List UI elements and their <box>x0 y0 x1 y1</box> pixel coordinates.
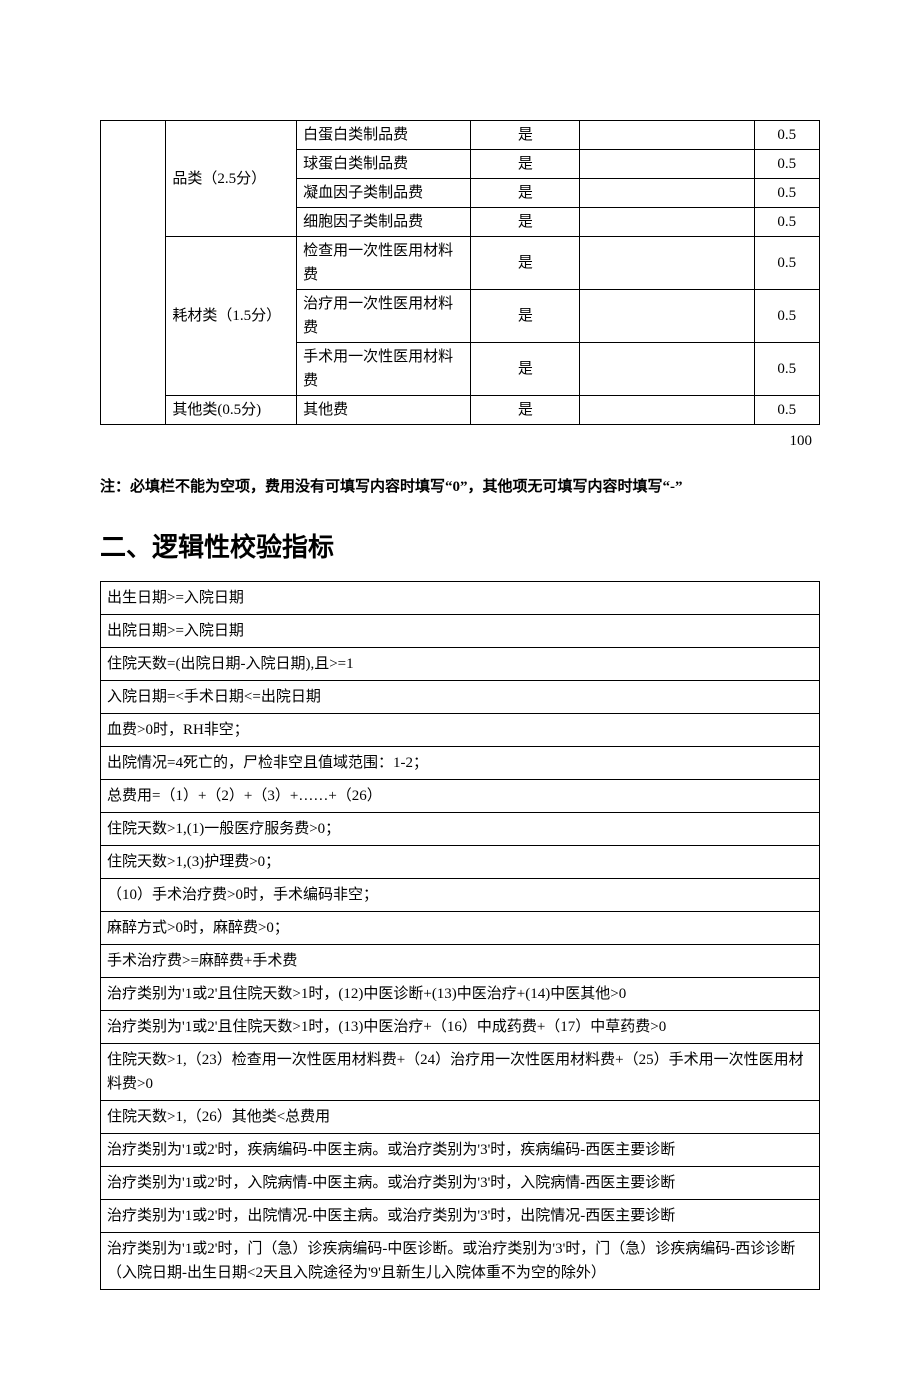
table-row: 血费>0时，RH非空； <box>101 713 820 746</box>
blank-cell <box>580 290 754 343</box>
rule-cell: 血费>0时，RH非空； <box>101 713 820 746</box>
total-score: 100 <box>100 425 820 463</box>
rule-cell: 治疗类别为'1或2'时，入院病情-中医主病。或治疗类别为'3'时，入院病情-西医… <box>101 1166 820 1199</box>
table-row: 治疗类别为'1或2'时，门（急）诊疾病编码-中医诊断。或治疗类别为'3'时，门（… <box>101 1232 820 1289</box>
required-cell: 是 <box>471 396 580 425</box>
score-cell: 0.5 <box>754 237 819 290</box>
table-row: 住院天数=(出院日期-入院日期),且>=1 <box>101 647 820 680</box>
table-row: 出生日期>=入院日期 <box>101 581 820 614</box>
rule-cell: 住院天数=(出院日期-入院日期),且>=1 <box>101 647 820 680</box>
table-row: 其他类(0.5分)其他费是 0.5 <box>101 396 820 425</box>
rule-cell: （10）手术治疗费>0时，手术编码非空； <box>101 878 820 911</box>
table-row: 住院天数>1,(1)一般医疗服务费>0； <box>101 812 820 845</box>
table-row: 出院情况=4死亡的，尸检非空且值域范围：1-2； <box>101 746 820 779</box>
rule-cell: 治疗类别为'1或2'且住院天数>1时，(12)中医诊断+(13)中医治疗+(14… <box>101 977 820 1010</box>
category-cell: 耗材类（1.5分） <box>166 237 297 396</box>
rule-cell: 治疗类别为'1或2'时，疾病编码-中医主病。或治疗类别为'3'时，疾病编码-西医… <box>101 1133 820 1166</box>
required-cell: 是 <box>471 343 580 396</box>
required-cell: 是 <box>471 237 580 290</box>
rule-cell: 治疗类别为'1或2'时，门（急）诊疾病编码-中医诊断。或治疗类别为'3'时，门（… <box>101 1232 820 1289</box>
table-row: 治疗类别为'1或2'且住院天数>1时，(13)中医治疗+（16）中成药费+（17… <box>101 1010 820 1043</box>
table-row: 治疗类别为'1或2'时，出院情况-中医主病。或治疗类别为'3'时，出院情况-西医… <box>101 1199 820 1232</box>
score-cell: 0.5 <box>754 179 819 208</box>
rule-cell: 总费用=（1）+（2）+（3）+……+（26） <box>101 779 820 812</box>
table-row: 住院天数>1,（23）检查用一次性医用材料费+（24）治疗用一次性医用材料费+（… <box>101 1043 820 1100</box>
category-cell: 品类（2.5分） <box>166 121 297 237</box>
required-cell: 是 <box>471 290 580 343</box>
blank-cell <box>580 121 754 150</box>
blank-cell <box>580 208 754 237</box>
rule-cell: 出生日期>=入院日期 <box>101 581 820 614</box>
rule-cell: 住院天数>1,（26）其他类<总费用 <box>101 1100 820 1133</box>
required-cell: 是 <box>471 179 580 208</box>
table-row: 出院日期>=入院日期 <box>101 614 820 647</box>
score-cell: 0.5 <box>754 343 819 396</box>
table-row: 耗材类（1.5分）检查用一次性医用材料费是0.5 <box>101 237 820 290</box>
score-cell: 0.5 <box>754 208 819 237</box>
blank-cell <box>580 343 754 396</box>
blank-cell <box>580 396 754 425</box>
score-cell: 0.5 <box>754 396 819 425</box>
blank-cell <box>580 179 754 208</box>
rule-cell: 出院日期>=入院日期 <box>101 614 820 647</box>
group-cell <box>101 121 166 425</box>
table-row: （10）手术治疗费>0时，手术编码非空； <box>101 878 820 911</box>
required-cell: 是 <box>471 121 580 150</box>
score-cell: 0.5 <box>754 290 819 343</box>
blank-cell <box>580 237 754 290</box>
item-cell: 白蛋白类制品费 <box>297 121 471 150</box>
item-cell: 手术用一次性医用材料费 <box>297 343 471 396</box>
rule-cell: 入院日期=<手术日期<=出院日期 <box>101 680 820 713</box>
table-row: 治疗类别为'1或2'时，疾病编码-中医主病。或治疗类别为'3'时，疾病编码-西医… <box>101 1133 820 1166</box>
rule-cell: 住院天数>1,(3)护理费>0； <box>101 845 820 878</box>
item-cell: 球蛋白类制品费 <box>297 150 471 179</box>
rule-cell: 治疗类别为'1或2'时，出院情况-中医主病。或治疗类别为'3'时，出院情况-西医… <box>101 1199 820 1232</box>
rule-cell: 住院天数>1,(1)一般医疗服务费>0； <box>101 812 820 845</box>
table-row: 住院天数>1,(3)护理费>0； <box>101 845 820 878</box>
score-cell: 0.5 <box>754 150 819 179</box>
item-cell: 其他费 <box>297 396 471 425</box>
rule-cell: 治疗类别为'1或2'且住院天数>1时，(13)中医治疗+（16）中成药费+（17… <box>101 1010 820 1043</box>
category-cell: 其他类(0.5分) <box>166 396 297 425</box>
fee-table: 品类（2.5分）白蛋白类制品费是0.5球蛋白类制品费是0.5凝血因子类制品费是0… <box>100 120 820 425</box>
section-heading: 二、逻辑性校验指标 <box>100 527 820 569</box>
table-row: 入院日期=<手术日期<=出院日期 <box>101 680 820 713</box>
table-row: 手术治疗费>=麻醉费+手术费 <box>101 944 820 977</box>
table-row: 治疗类别为'1或2'时，入院病情-中医主病。或治疗类别为'3'时，入院病情-西医… <box>101 1166 820 1199</box>
item-cell: 检查用一次性医用材料费 <box>297 237 471 290</box>
item-cell: 治疗用一次性医用材料费 <box>297 290 471 343</box>
table-row: 治疗类别为'1或2'且住院天数>1时，(12)中医诊断+(13)中医治疗+(14… <box>101 977 820 1010</box>
blank-cell <box>580 150 754 179</box>
table-row: 住院天数>1,（26）其他类<总费用 <box>101 1100 820 1133</box>
rule-cell: 住院天数>1,（23）检查用一次性医用材料费+（24）治疗用一次性医用材料费+（… <box>101 1043 820 1100</box>
rules-table: 出生日期>=入院日期出院日期>=入院日期住院天数=(出院日期-入院日期),且>=… <box>100 581 820 1290</box>
rule-cell: 麻醉方式>0时，麻醉费>0； <box>101 911 820 944</box>
table-row: 麻醉方式>0时，麻醉费>0； <box>101 911 820 944</box>
rule-cell: 手术治疗费>=麻醉费+手术费 <box>101 944 820 977</box>
item-cell: 凝血因子类制品费 <box>297 179 471 208</box>
rule-cell: 出院情况=4死亡的，尸检非空且值域范围：1-2； <box>101 746 820 779</box>
score-cell: 0.5 <box>754 121 819 150</box>
item-cell: 细胞因子类制品费 <box>297 208 471 237</box>
required-cell: 是 <box>471 208 580 237</box>
note-text: 注：必填栏不能为空项，费用没有可填写内容时填写“0”，其他项无可填写内容时填写“… <box>100 475 820 499</box>
table-row: 品类（2.5分）白蛋白类制品费是0.5 <box>101 121 820 150</box>
table-row: 总费用=（1）+（2）+（3）+……+（26） <box>101 779 820 812</box>
required-cell: 是 <box>471 150 580 179</box>
